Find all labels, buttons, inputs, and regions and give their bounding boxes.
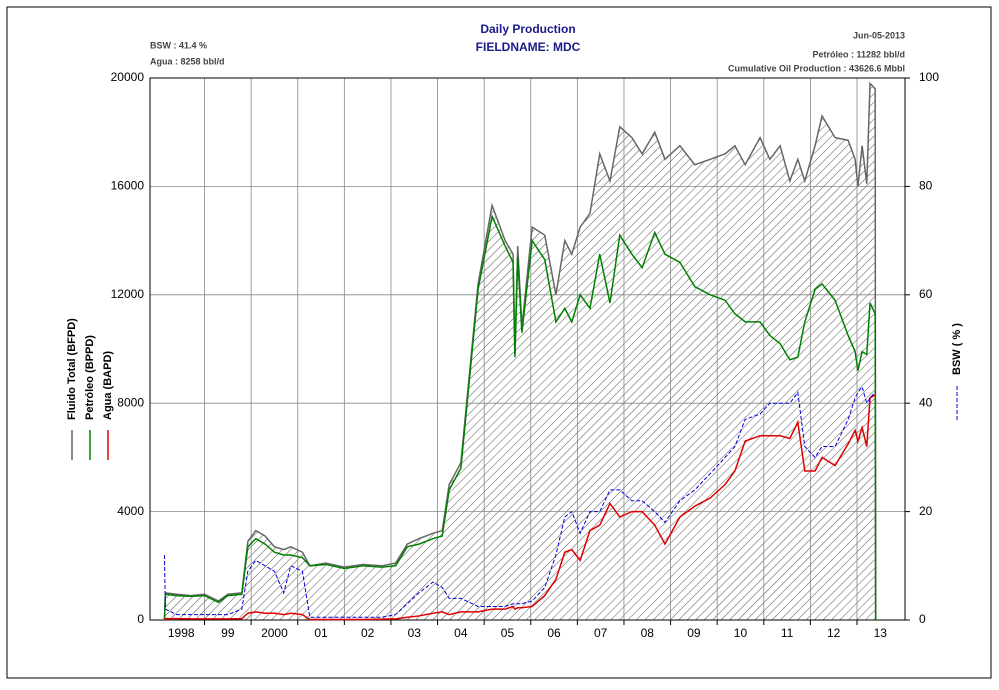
annotation: Agua : 8258 bbl/d [150,56,225,66]
x-tick-label: 07 [594,626,608,640]
x-tick-label: 12 [827,626,841,640]
legend-item: Petróleo (BPPD) [84,335,96,460]
annotation: BSW : 41.4 % [150,40,207,50]
y2-tick-label: 0 [919,612,926,626]
annotation: Petróleo : 11282 bbl/d [812,49,905,59]
plot-border [149,77,906,621]
annotation: Cumulative Oil Production : 43626.6 Mbbl [728,63,905,73]
x-tick-label: 06 [547,626,561,640]
x-tick-label: 04 [454,626,468,640]
x-tick-label: 1998 [168,626,195,640]
series-line [163,81,877,621]
y-tick-label: 0 [137,612,144,626]
x-tick-label: 09 [687,626,701,640]
y-tick-label: 20000 [111,70,145,84]
y-tick-label: 4000 [117,504,144,518]
x-tick-label: 02 [361,626,375,640]
x-tick-label: 05 [501,626,515,640]
legend-item: BSW ( % ) [951,323,963,420]
y-tick-label: 8000 [117,395,144,409]
y2-tick-label: 60 [919,287,933,301]
y2-tick-label: 20 [919,504,933,518]
x-tick-label: 08 [641,626,655,640]
legend-label: Agua (BAPD) [102,351,114,420]
chart-title: Daily Production [480,22,575,36]
y2-tick-label: 80 [919,179,933,193]
x-tick-label: 11 [781,626,794,640]
series-line [163,213,877,621]
x-tick-label: 03 [408,626,422,640]
x-tick-label: 99 [221,626,235,640]
annotation: Jun-05-2013 [853,30,905,40]
x-tick-label: 2000 [261,626,288,640]
legend-label: Petróleo (BPPD) [84,335,96,420]
y2-tick-label: 100 [919,70,939,84]
y2-tick-label: 40 [919,395,933,409]
x-tick-label: 01 [314,626,328,640]
total-area [164,83,876,621]
legend-label: BSW ( % ) [951,323,963,375]
series-line [163,394,876,621]
y-tick-label: 16000 [111,179,145,193]
legend-item: Fluido Total (BFPD) [66,318,78,460]
y-tick-label: 12000 [111,287,145,301]
frame [6,6,992,679]
chart-subtitle: FIELDNAME: MDC [476,40,581,54]
legend-label: Fluido Total (BFPD) [66,318,78,420]
x-tick-label: 13 [874,626,888,640]
legend-item: Agua (BAPD) [102,351,114,460]
series-line [163,385,876,618]
x-tick-label: 10 [734,626,748,640]
